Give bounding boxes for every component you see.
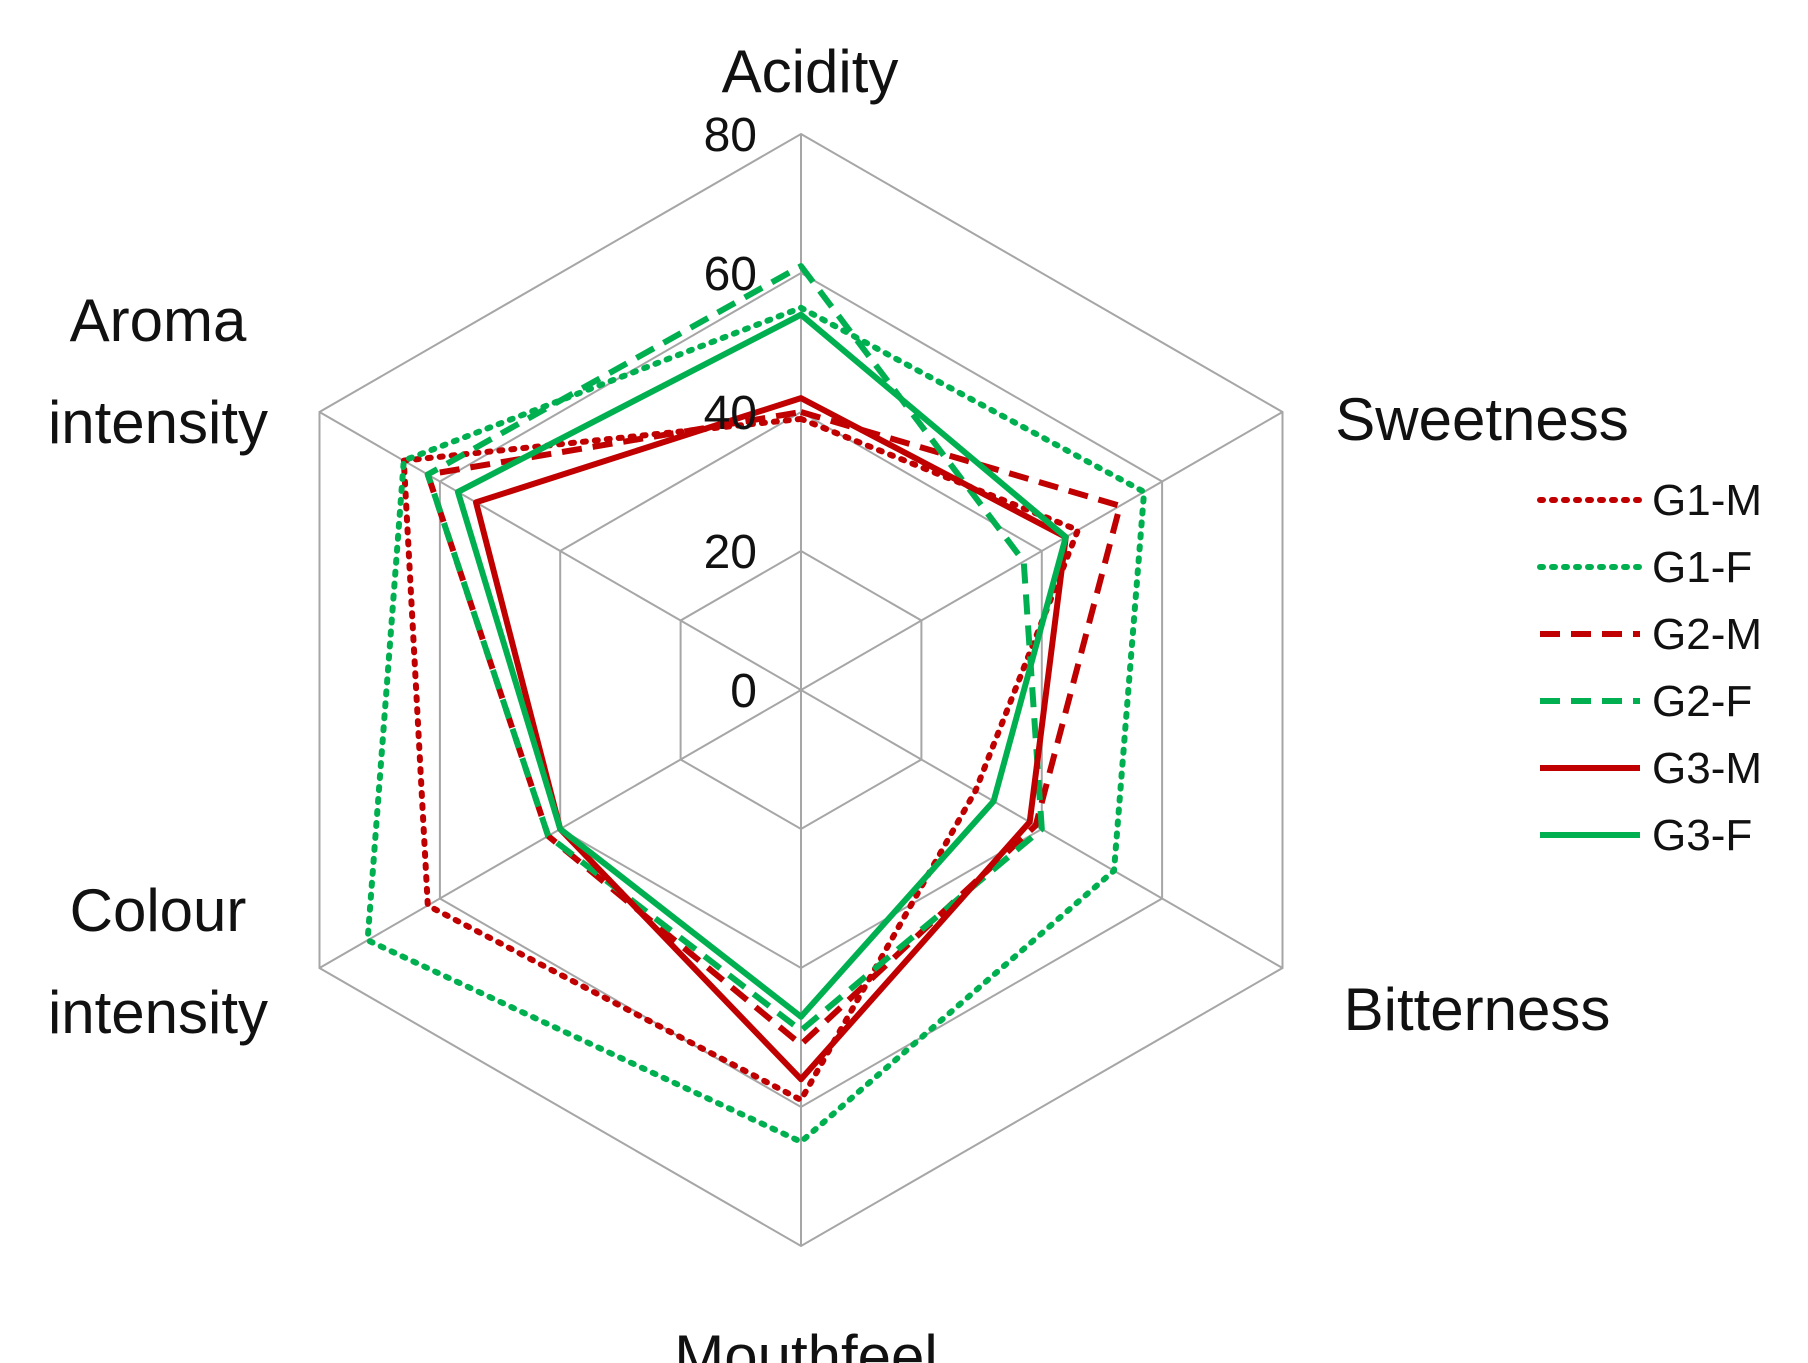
legend-label-g3-m: G3-M — [1652, 744, 1762, 793]
legend-item-g1-f: G1-F — [1537, 543, 1752, 592]
axis-label-colour-intensity: Colour intensity — [48, 877, 268, 1046]
tick-label-80: 80 — [704, 109, 757, 162]
tick-label-60: 60 — [704, 248, 757, 301]
axis-label-bitterness: Bitterness — [1344, 976, 1611, 1043]
tick-label-0: 0 — [730, 665, 757, 718]
legend-label-g3-f: G3-F — [1652, 811, 1752, 860]
legend-item-g2-m: G2-M — [1540, 610, 1762, 659]
legend-label-g1-f: G1-F — [1652, 543, 1752, 592]
tick-labels: 0 20 40 60 80 — [704, 109, 757, 718]
legend-label-g2-f: G2-F — [1652, 677, 1752, 726]
axis-label-aroma-intensity: Aroma intensity — [48, 287, 268, 456]
axis-label-mouthfeel: Mouthfeel — [674, 1323, 938, 1363]
legend-item-g2-f: G2-F — [1540, 677, 1752, 726]
legend-item-g3-m: G3-M — [1540, 744, 1762, 793]
spoke-sweetness — [800, 411, 1284, 691]
series-g1-f — [364, 304, 1148, 1145]
legend-label-g1-m: G1-M — [1652, 476, 1762, 525]
legend-item-g3-f: G3-F — [1540, 811, 1752, 860]
tick-label-40: 40 — [704, 387, 757, 440]
series-g1-m — [400, 415, 1081, 1103]
axis-labels: Acidity Sweetness Bitterness Mouthfeel Colou… — [48, 38, 1629, 1363]
series-lines — [364, 263, 1148, 1145]
series-g2-f — [424, 263, 1045, 1034]
legend-label-g2-m: G2-M — [1652, 610, 1762, 659]
spoke-aroma-intensity — [318, 411, 802, 691]
tick-label-20: 20 — [704, 526, 757, 579]
axis-label-acidity: Acidity — [722, 38, 899, 105]
axis-label-sweetness: Sweetness — [1335, 386, 1629, 453]
legend: G1-M G1-F G2-M G2-F G3-M G3-F — [1537, 476, 1762, 860]
legend-item-g1-m: G1-M — [1537, 476, 1762, 525]
series-g3-f — [454, 311, 1069, 1020]
